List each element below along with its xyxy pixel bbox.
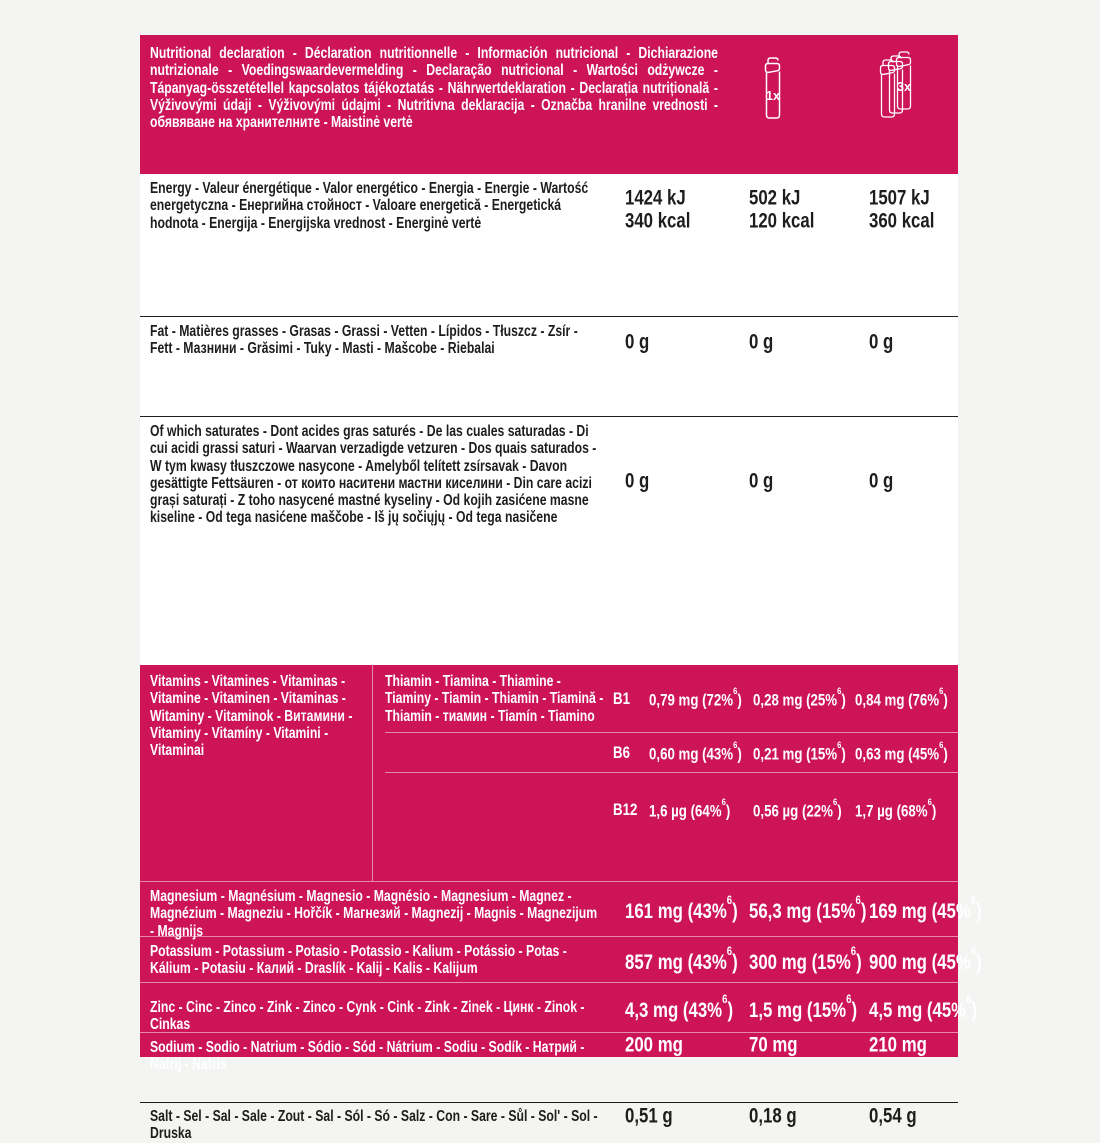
svg-text:3x: 3x	[897, 80, 911, 94]
svg-text:1x: 1x	[766, 89, 780, 103]
